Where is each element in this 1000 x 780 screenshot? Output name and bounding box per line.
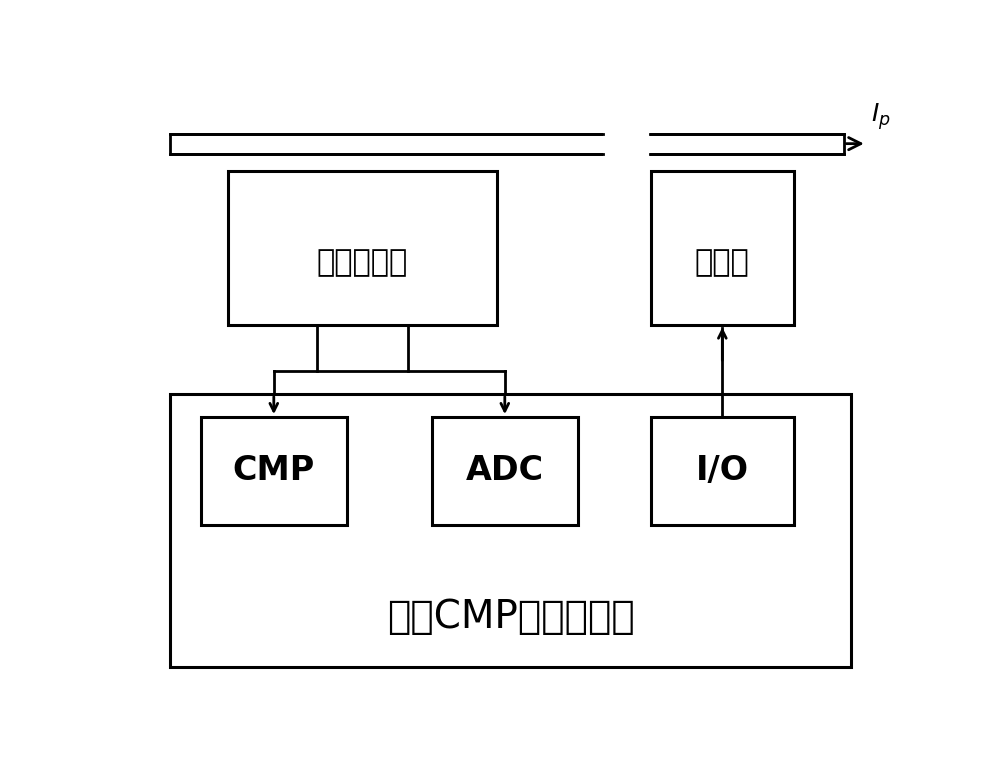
Text: 电流传感器: 电流传感器 (317, 249, 408, 278)
Bar (603, 129, 650, 158)
Bar (631, 131, 648, 156)
Bar (651, 171, 794, 324)
Text: $I_p$: $I_p$ (871, 101, 890, 132)
Bar (651, 417, 794, 525)
Text: I/O: I/O (696, 455, 749, 488)
Bar (170, 133, 844, 154)
Text: 集成CMP的微处理器: 集成CMP的微处理器 (387, 598, 634, 636)
Bar (228, 171, 497, 324)
Text: CMP: CMP (233, 455, 315, 488)
Bar (605, 131, 622, 156)
Bar (201, 417, 347, 525)
Bar (170, 394, 851, 667)
Text: ADC: ADC (466, 455, 544, 488)
Bar (432, 417, 578, 525)
Text: 继电器: 继电器 (695, 249, 750, 278)
